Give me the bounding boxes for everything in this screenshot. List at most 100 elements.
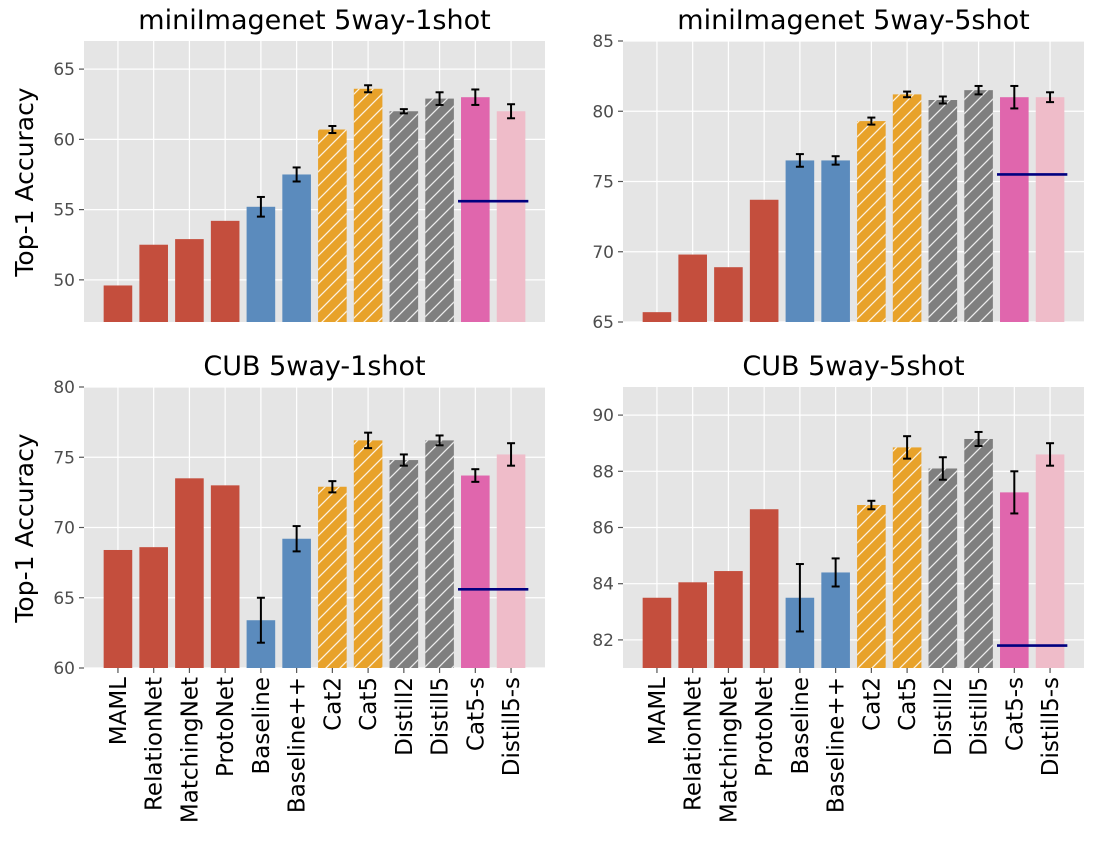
category-label: MatchingNet	[716, 677, 742, 823]
bar-hatch	[857, 505, 886, 668]
chart-title: CUB 5way-1shot	[203, 351, 425, 382]
category-label: ProtoNet	[752, 677, 778, 777]
bar	[714, 267, 743, 322]
category-label: Distill5	[967, 677, 993, 756]
category-label: Cat5-s	[1002, 677, 1028, 751]
bar	[461, 97, 490, 322]
category-label: Baseline++	[824, 677, 850, 813]
y-tick-label: 86	[592, 519, 614, 539]
y-tick-label: 65	[592, 313, 614, 333]
y-tick-label: 75	[53, 448, 75, 468]
y-tick-label: 55	[53, 201, 75, 221]
bar-hatch	[425, 440, 454, 668]
bar	[246, 206, 276, 322]
bar	[1035, 454, 1065, 668]
bar-hatch	[964, 90, 993, 322]
bar	[139, 547, 168, 668]
bar	[210, 485, 240, 668]
y-tick-label: 90	[592, 406, 614, 426]
category-label: Baseline	[249, 677, 275, 775]
category-label: ProtoNet	[213, 677, 239, 777]
bar-hatch	[353, 88, 383, 323]
category-label: Distill5-s	[499, 677, 525, 776]
bar	[821, 572, 850, 668]
bar-hatch	[892, 94, 922, 322]
y-tick-label: 84	[592, 575, 614, 595]
bar	[103, 549, 133, 668]
y-tick-label: 82	[592, 631, 614, 651]
bar	[642, 597, 672, 668]
bar	[714, 571, 743, 668]
chart-title: miniImagenet 5way-5shot	[677, 5, 1029, 36]
category-label: Distill2	[392, 677, 418, 756]
category-label: MAML	[106, 677, 132, 745]
category-label: Cat5	[356, 677, 382, 731]
bar-hatch	[892, 447, 922, 668]
category-label: Baseline++	[285, 677, 311, 813]
bar-hatch	[964, 438, 993, 668]
y-tick-label: 70	[53, 519, 75, 539]
bar-hatch	[857, 121, 886, 323]
bar-hatch	[389, 111, 419, 322]
chart-title: CUB 5way-5shot	[742, 351, 964, 382]
y-tick-label: 75	[592, 173, 614, 193]
bar	[785, 160, 815, 322]
bar	[175, 478, 204, 668]
category-label: Cat2	[320, 677, 346, 731]
y-tick-label: 80	[53, 378, 75, 398]
category-label: Cat5-s	[463, 677, 489, 751]
bar	[461, 475, 490, 668]
bar	[210, 220, 240, 322]
chart-panel: 82 84 86 88 90 CUB 5way-5shot MAML RelationNet M…	[592, 351, 1084, 823]
y-tick-label: 65	[53, 589, 75, 609]
category-label: Cat5	[895, 677, 921, 731]
y-tick-label: 60	[53, 130, 75, 150]
bar	[1000, 97, 1029, 322]
y-tick-label: 80	[592, 102, 614, 122]
bar-hatch	[318, 486, 347, 668]
category-label: RelationNet	[142, 677, 168, 811]
y-tick-label: 60	[53, 659, 75, 679]
category-label: MatchingNet	[177, 677, 203, 823]
bar-hatch	[425, 98, 454, 322]
category-label: Baseline	[788, 677, 814, 775]
bar	[821, 160, 850, 322]
bar-hatch	[928, 468, 958, 668]
bar-hatch	[389, 460, 419, 668]
category-label: Cat2	[859, 677, 885, 731]
bar	[1035, 97, 1065, 322]
bar	[749, 199, 779, 322]
chart-panel: 50 55 60 65 miniImagenet 5way-1shot	[53, 5, 545, 323]
bar	[282, 174, 311, 322]
bar	[678, 254, 707, 322]
category-label: Distill5	[428, 677, 454, 756]
bar-hatch	[353, 440, 383, 668]
y-tick-label: 65	[53, 60, 75, 80]
chart-panel: 60 65 70 75 80 CUB 5way-1shot MAML RelationNet M…	[53, 351, 545, 823]
y-axis-label-top: Top-1 Accuracy	[10, 87, 39, 277]
bar	[139, 244, 168, 322]
bar	[496, 454, 526, 668]
category-label: Distill5-s	[1038, 677, 1064, 776]
bar	[282, 538, 311, 668]
bar	[749, 509, 779, 668]
category-label: Distill2	[931, 677, 957, 756]
y-tick-label: 88	[592, 462, 614, 482]
y-tick-label: 50	[53, 271, 75, 291]
bar	[175, 239, 204, 322]
bar	[1000, 492, 1029, 668]
bar	[103, 285, 133, 322]
category-label: RelationNet	[681, 677, 707, 811]
category-label: MAML	[645, 677, 671, 745]
y-axis-label-bottom: Top-1 Accuracy	[10, 433, 39, 623]
bar	[678, 582, 707, 668]
bar-hatch	[318, 129, 347, 322]
chart-panel: 65 70 75 80 85 miniImagenet 5way-5shot	[592, 5, 1084, 333]
y-tick-label: 85	[592, 32, 614, 52]
y-tick-label: 70	[592, 243, 614, 263]
bar	[496, 111, 526, 322]
bar-hatch	[928, 100, 958, 322]
chart-title: miniImagenet 5way-1shot	[138, 5, 490, 36]
bar	[642, 312, 672, 322]
